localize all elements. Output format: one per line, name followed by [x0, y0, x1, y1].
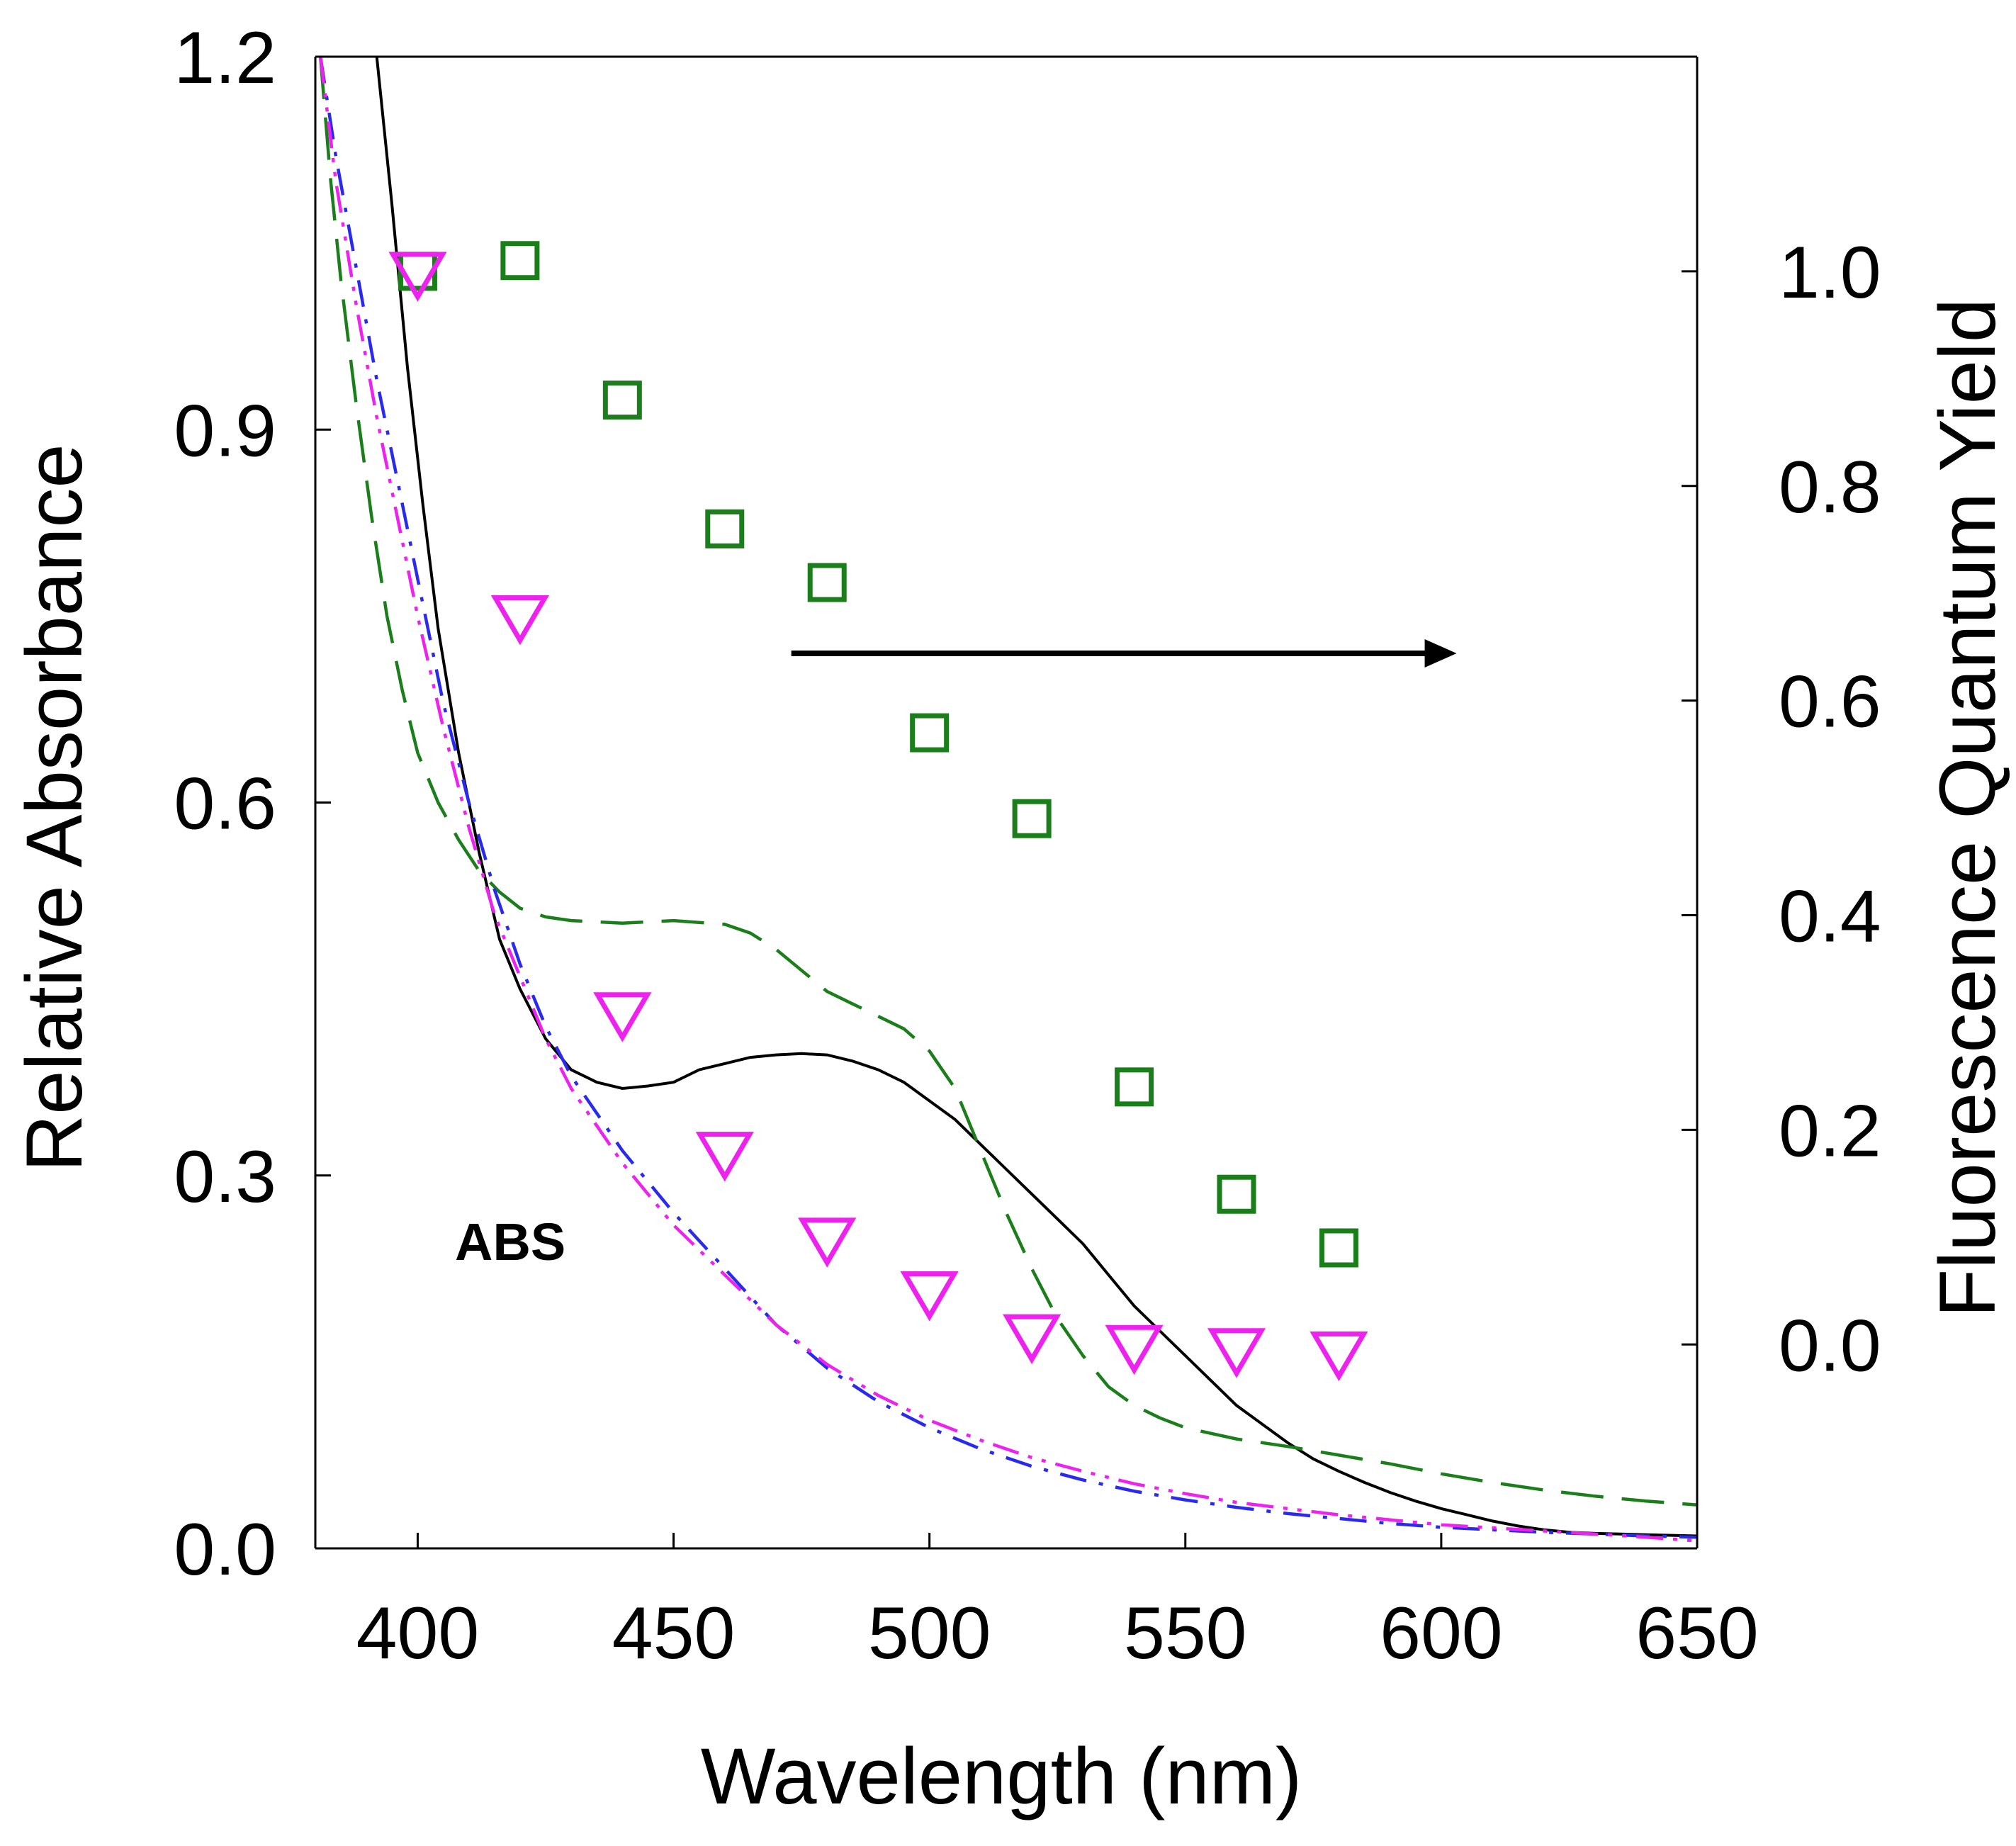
qy-square-marker: [602, 381, 642, 420]
x-tick-label: 500: [868, 1592, 991, 1675]
y-left-tick-label: 1.2: [174, 17, 276, 99]
arrow: [791, 639, 1457, 668]
x-tick-label: 400: [356, 1592, 480, 1675]
qy-square-marker: [500, 241, 540, 281]
qy-triangle-marker: [490, 595, 549, 646]
y-axis-left-title: Relative Absorbance: [10, 444, 98, 1171]
x-tick-label: 550: [1124, 1592, 1247, 1675]
qy-triangle-marker: [900, 1271, 959, 1322]
y-axis-right-title: Fluorescence Quantum Yield: [1923, 298, 2012, 1317]
x-axis-title: Wavelength (nm): [701, 1732, 1302, 1820]
qy-square-marker: [705, 509, 745, 548]
arrow-head: [1424, 639, 1457, 668]
absorbance-curves: [318, 57, 1697, 1543]
y-left-tick-label: 0.3: [174, 1136, 276, 1218]
qy-square-marker: [1319, 1228, 1358, 1268]
x-tick-label: 450: [612, 1592, 736, 1675]
qy-triangle-marker: [1207, 1328, 1266, 1378]
y-left-tick-label: 0.6: [174, 763, 276, 845]
qy-triangle-marker: [388, 252, 447, 302]
y-right-tick-label: 0.0: [1779, 1305, 1881, 1387]
qy-triangle-marker: [798, 1217, 857, 1268]
qy-triangle-marker: [1003, 1314, 1062, 1365]
qy-square-marker: [1217, 1174, 1256, 1214]
x-tick-label: 650: [1635, 1592, 1759, 1675]
x-tick-label: 600: [1380, 1592, 1503, 1675]
qy-square-marker: [1012, 799, 1052, 838]
quantum-yield-markers: [388, 241, 1368, 1382]
qy-triangle-marker: [1105, 1324, 1164, 1375]
y-right-tick-label: 0.4: [1779, 876, 1881, 958]
y-right-tick-label: 1.0: [1779, 232, 1881, 314]
qy-square-marker: [1115, 1067, 1154, 1107]
qy-triangle-marker: [593, 992, 652, 1042]
absorbance-curve-dash-dot: [318, 57, 1697, 1539]
y-right-tick-label: 0.2: [1779, 1090, 1881, 1172]
absorbance-curve-dash-dot-dot: [318, 57, 1697, 1543]
qy-square-marker: [807, 563, 847, 602]
qy-triangle-marker: [1310, 1331, 1368, 1382]
abs-annotation: ABS: [455, 1212, 565, 1271]
ticks: 400 450 500 550 600 650 0.0 0.3 0.6 0.9 1.2 0.0 0.2 0…: [174, 17, 1881, 1675]
y-left-tick-label: 0.9: [174, 390, 276, 472]
qy-square-marker: [910, 713, 950, 753]
y-right-tick-label: 0.6: [1779, 661, 1881, 743]
y-right-tick-label: 0.8: [1779, 446, 1881, 529]
qy-triangle-marker: [695, 1132, 754, 1182]
y-left-tick-label: 0.0: [174, 1509, 276, 1591]
